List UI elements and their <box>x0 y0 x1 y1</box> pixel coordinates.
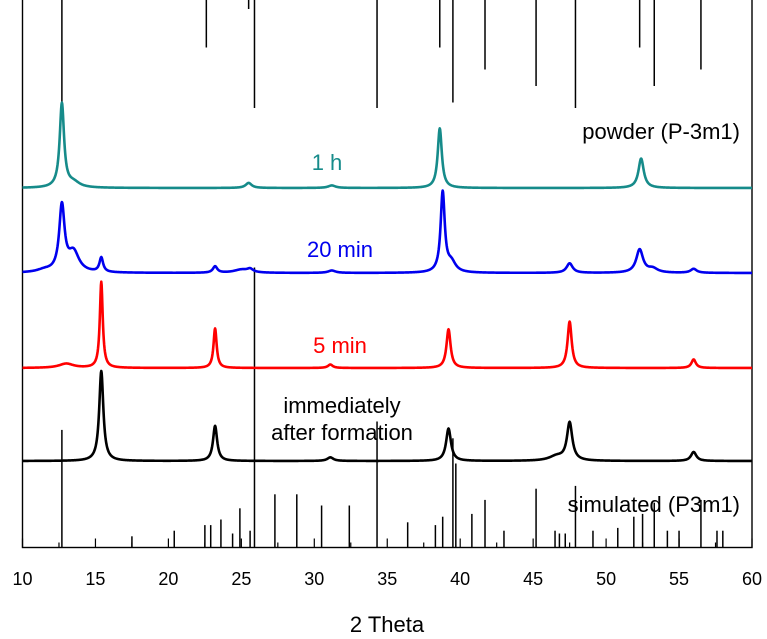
x-tick-label: 20 <box>158 569 178 589</box>
label-20-min: 20 min <box>307 237 373 262</box>
x-tick-label: 45 <box>523 569 543 589</box>
label-5-min: 5 min <box>313 333 367 358</box>
stick-pattern-top <box>61 0 702 108</box>
x-axis-label: 2 Theta <box>350 612 425 637</box>
stick-pattern-bottom <box>61 267 724 548</box>
x-tick-label: 30 <box>304 569 324 589</box>
label-1-h: 1 h <box>312 150 343 175</box>
label-powder-p-3m1: powder (P-3m1) <box>582 119 740 144</box>
x-tick-label: 25 <box>231 569 251 589</box>
x-tick-label: 40 <box>450 569 470 589</box>
x-tick-label: 55 <box>669 569 689 589</box>
x-tick-label: 60 <box>742 569 762 589</box>
label-immediately-after-formation: immediately after formation <box>271 393 413 445</box>
x-tick-label: 50 <box>596 569 616 589</box>
x-axis: 10 15 20 25 30 35 40 45 50 55 60 <box>12 538 762 589</box>
x-tick-label: 15 <box>85 569 105 589</box>
trace-immediately-after-formation <box>21 369 753 463</box>
trace-1-h <box>21 101 753 190</box>
x-tick-label: 35 <box>377 569 397 589</box>
trace-20-min <box>21 189 753 275</box>
label-simulated-p3m1: simulated (P3m1) <box>568 492 740 517</box>
x-tick-label: 10 <box>12 569 32 589</box>
pattern-labels: powder (P-3m1) simulated (P3m1) 1 h 20 min 5… <box>271 119 740 517</box>
traces <box>21 101 753 463</box>
trace-5-min <box>21 280 753 370</box>
